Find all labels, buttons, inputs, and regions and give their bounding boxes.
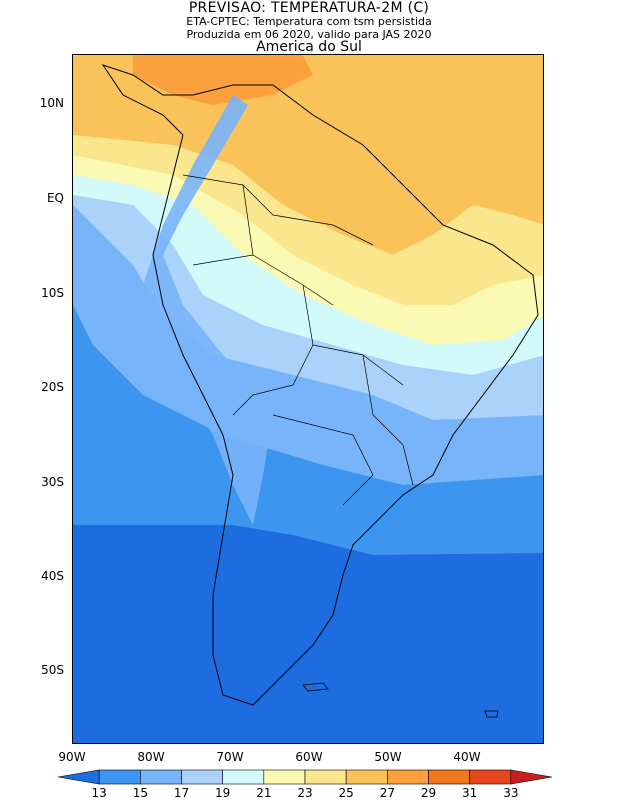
country-borders (182, 174, 414, 506)
colorbar-label: 31 (462, 786, 478, 800)
continent-outline (101, 64, 539, 706)
lat-label-10s: 10S (41, 286, 64, 300)
colorbar-segment (428, 769, 470, 785)
lat-label-40s: 40S (41, 569, 64, 583)
colorbar-segment (469, 769, 512, 785)
colorbar-segment (222, 769, 265, 785)
region-title: America do Sul (256, 39, 362, 55)
colorbar-segment (345, 769, 388, 785)
colorbar-label: 33 (503, 786, 519, 800)
colorbar-label: 13 (91, 786, 107, 800)
lon-label-70w: 70W (216, 750, 244, 764)
colorbar-label: 19 (215, 786, 231, 800)
lon-label-40w: 40W (453, 750, 481, 764)
lat-label-50s: 50S (41, 663, 64, 677)
colorbar-segment (304, 769, 347, 785)
colorbar-segment (98, 769, 141, 785)
map-canvas (73, 55, 543, 743)
colorbar-label: 17 (173, 786, 190, 800)
colorbar-segment (263, 769, 306, 785)
lat-label-eq: EQ (46, 191, 64, 205)
band-27-29 (73, 55, 543, 255)
lat-label-20s: 20S (41, 380, 64, 394)
andes-cold-strip (143, 95, 273, 525)
colorbar-segment (510, 769, 553, 785)
model-subtitle: ETA-CPTEC: Temperatura com tsm persistid… (186, 15, 432, 28)
map-title: PREVISAO: TEMPERATURA-2M (C) (188, 0, 430, 16)
colorbar (57, 769, 553, 785)
lat-label-10n: 10N (39, 96, 64, 110)
colorbar-segment (387, 769, 429, 785)
lon-label-80w: 80W (137, 750, 165, 764)
colorbar-segment (140, 769, 182, 785)
colorbar-segment (181, 769, 223, 785)
lon-label-90w: 90W (58, 750, 86, 764)
validity-subtitle: Produzida em 06 2020, valido para JAS 20… (186, 28, 432, 41)
colorbar-label: 15 (132, 786, 148, 800)
lon-label-60w: 60W (295, 750, 323, 764)
colorbar-label: 27 (379, 786, 395, 800)
colorbar-label: 23 (297, 786, 313, 800)
temperature-map (72, 54, 544, 744)
colorbar-segment (57, 769, 100, 785)
colorbar-label: 25 (338, 786, 354, 800)
lat-label-30s: 30S (41, 475, 64, 489)
band-29-31 (133, 55, 313, 105)
colorbar-label: 29 (420, 786, 437, 800)
colorbar-label: 21 (256, 786, 272, 800)
lon-label-50w: 50W (374, 750, 402, 764)
southern-islands (302, 682, 499, 718)
